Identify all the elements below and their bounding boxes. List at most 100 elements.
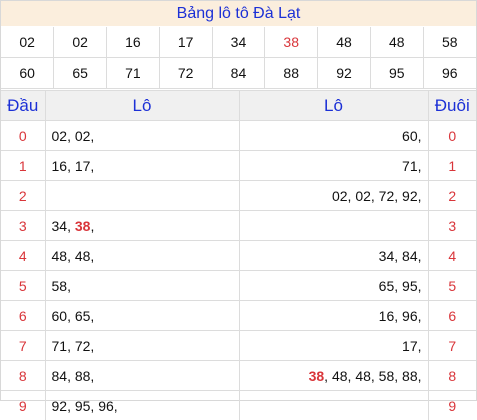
duoi-cell: 0 [428,121,476,151]
lo-value: 58, [379,368,402,384]
loto-header-row: Đầu Lô Lô Đuôi [1,91,476,121]
lo-value: , [90,218,94,234]
lo-value: 48, [355,368,378,384]
lo-value: 60, [52,308,75,324]
dau-cell: 6 [1,301,45,331]
number-cell: 02 [1,27,54,58]
number-cell: 96 [423,58,476,89]
lo-value: 02, [332,188,355,204]
number-cell: 48 [318,27,371,58]
lo-right-cell [239,391,428,420]
lo-right-cell: 71, [239,151,428,181]
duoi-cell: 6 [428,301,476,331]
number-cell: 48 [370,27,423,58]
number-cell: 71 [107,58,160,89]
number-cell: 84 [212,58,265,89]
lo-left-cell: 71, 72, [45,331,239,361]
lo-value: 72, [75,338,94,354]
duoi-cell: 4 [428,241,476,271]
dau-cell: 3 [1,211,45,241]
number-cell: 72 [159,58,212,89]
board-title: Bảng lô tô Đà Lạt [1,1,476,26]
dau-cell: 7 [1,331,45,361]
number-cell: 60 [1,58,54,89]
number-cell: 38 [265,27,318,58]
duoi-cell: 7 [428,331,476,361]
lo-right-cell: 34, 84, [239,241,428,271]
lo-value: 92, [52,398,75,414]
lo-value: 92, [402,188,421,204]
number-cell: 34 [212,27,265,58]
header-lo-right: Lô [239,91,428,121]
duoi-cell: 2 [428,181,476,211]
number-cell: 02 [54,27,107,58]
lo-left-cell [45,181,239,211]
header-duoi: Đuôi [428,91,476,121]
lo-value: 65, [75,308,94,324]
duoi-cell: 1 [428,151,476,181]
lo-value: 48, [75,248,94,264]
lo-value: , [324,368,332,384]
lo-value: 71, [52,338,75,354]
duoi-cell: 5 [428,271,476,301]
lo-right-cell: 60, [239,121,428,151]
dau-cell: 0 [1,121,45,151]
dau-cell: 9 [1,391,45,420]
lo-left-cell: 92, 95, 96, [45,391,239,420]
lo-left-cell: 16, 17, [45,151,239,181]
lo-value: 84, [52,368,75,384]
duoi-cell: 9 [428,391,476,420]
lo-value: 34, [52,218,75,234]
lo-value: 48, [332,368,355,384]
duoi-cell: 8 [428,361,476,391]
lo-value: 60, [402,128,421,144]
lo-value: 16, [379,308,402,324]
header-dau: Đầu [1,91,45,121]
lo-value: 95, [75,398,98,414]
duoi-cell: 3 [428,211,476,241]
lo-value: 16, [52,158,75,174]
lo-value: 02, [52,128,75,144]
number-cell: 95 [370,58,423,89]
lo-value: 95, [402,278,421,294]
lo-right-cell: 38, 48, 48, 58, 88, [239,361,428,391]
lo-left-cell: 84, 88, [45,361,239,391]
lo-left-cell: 34, 38, [45,211,239,241]
lo-right-cell: 65, 95, [239,271,428,301]
lo-value: 96, [402,308,421,324]
lo-value-hot: 38 [309,368,325,384]
lo-right-cell [239,211,428,241]
lo-right-cell: 17, [239,331,428,361]
lo-left-cell: 02, 02, [45,121,239,151]
lo-left-cell: 60, 65, [45,301,239,331]
lo-value: 02, [355,188,378,204]
dau-cell: 8 [1,361,45,391]
lo-value: 84, [402,248,421,264]
number-cell: 17 [159,27,212,58]
dau-cell: 2 [1,181,45,211]
lo-value: 34, [379,248,402,264]
lo-value: 02, [75,128,94,144]
number-cell: 16 [107,27,160,58]
lo-right-cell: 16, 96, [239,301,428,331]
lo-value-hot: 38 [75,218,91,234]
number-cell: 65 [54,58,107,89]
lo-left-cell: 58, [45,271,239,301]
lo-value: 17, [402,338,421,354]
